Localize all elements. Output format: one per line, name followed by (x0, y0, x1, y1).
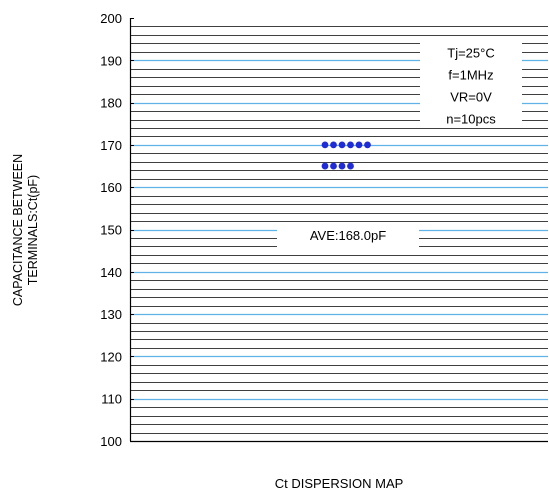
conditions-box: Tj=25°C f=1MHz VR=0V n=10pcs (420, 42, 522, 128)
data-points (321, 141, 371, 170)
conditions-box-background (420, 42, 522, 128)
condition-temperature: Tj=25°C (447, 46, 494, 61)
y-tick-label: 120 (100, 349, 122, 364)
axes (129, 18, 548, 443)
data-point (347, 141, 354, 149)
y-axis-ticks: 100 110 120 130 140 150 160 170 180 190 200 (100, 11, 134, 449)
average-box-background (277, 223, 419, 247)
data-point (330, 141, 337, 149)
data-point (330, 162, 337, 170)
y-tick-label: 180 (100, 96, 122, 111)
condition-reverse-voltage: VR=0V (450, 90, 492, 105)
data-point (347, 162, 354, 170)
data-point (338, 141, 346, 149)
data-point (338, 162, 346, 170)
y-tick-label: 140 (100, 265, 122, 280)
average-label: AVE:168.0pF (310, 228, 386, 243)
y-tick-label: 170 (100, 138, 122, 153)
condition-frequency: f=1MHz (448, 68, 493, 83)
y-tick-label: 200 (100, 11, 122, 26)
y-axis-label-line-2: TERMINALS:Ct(pF) (26, 174, 40, 286)
data-point (321, 162, 329, 170)
y-tick-label: 100 (100, 434, 122, 449)
y-tick-label: 190 (100, 53, 122, 68)
data-point (355, 141, 363, 149)
average-box: AVE:168.0pF (277, 223, 419, 247)
y-tick-label: 110 (101, 392, 122, 407)
chart-caption: Ct DISPERSION MAP (274, 476, 404, 491)
y-axis-label: CAPACITANCE BETWEEN TERMINALS:Ct(pF) (6, 80, 46, 380)
data-point (321, 141, 329, 149)
condition-sample-count: n=10pcs (446, 112, 496, 127)
y-tick-label: 160 (100, 180, 122, 195)
y-tick-label: 130 (100, 307, 122, 322)
y-axis-label-line-1: CAPACITANCE BETWEEN (11, 153, 25, 307)
y-tick-label: 150 (100, 223, 122, 238)
data-point (364, 141, 371, 149)
